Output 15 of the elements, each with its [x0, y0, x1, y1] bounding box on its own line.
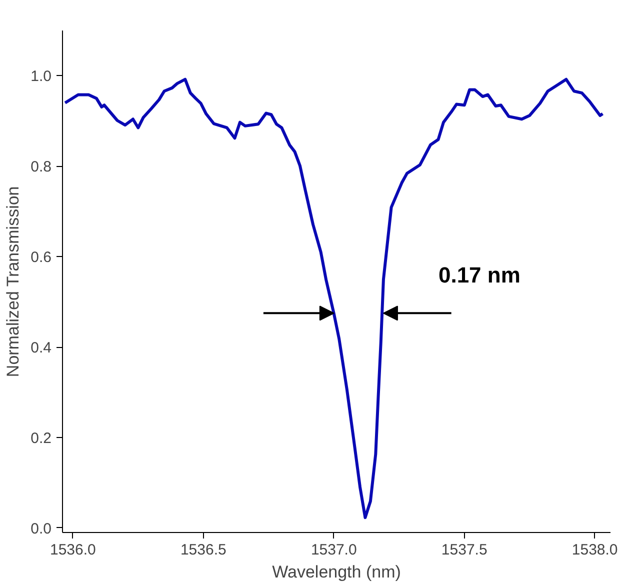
y-axis-title: Normalized Transmission — [4, 186, 23, 378]
x-tick-label: 1536.5 — [180, 542, 226, 558]
y-tick-label: 0.4 — [30, 340, 52, 357]
y-tick-label: 1.0 — [30, 68, 52, 86]
x-tick-label: 1537.5 — [441, 542, 488, 558]
y-tick-label: 0.8 — [30, 158, 52, 176]
y-tick-label: 0.0 — [30, 520, 52, 538]
x-tick-label: 1537.0 — [310, 542, 357, 558]
line-series — [64, 78, 604, 520]
x-tick-label: 1538.0 — [572, 542, 618, 558]
x-tick-label: 1536.0 — [50, 542, 96, 558]
y-tick-label: 0.2 — [30, 430, 52, 448]
x-axis-title: Wavelength (nm) — [272, 562, 401, 582]
annotation: 0.17 nm — [438, 262, 520, 288]
y-tick-label: 0.6 — [30, 249, 52, 266]
